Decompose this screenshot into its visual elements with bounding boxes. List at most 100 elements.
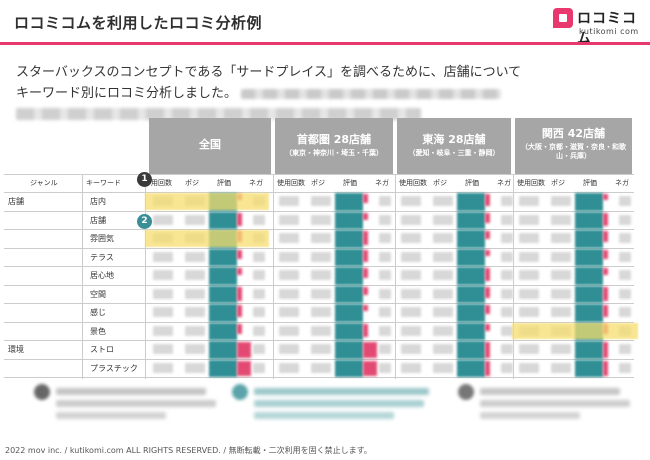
footer-copyright: 2022 mov inc. / kutikomi.com ALL RIGHTS …	[5, 446, 372, 455]
column-divider	[82, 174, 83, 379]
redacted-cell	[433, 270, 453, 280]
redacted-cell	[501, 251, 513, 262]
redacted-cell	[619, 362, 631, 373]
redacted-cell	[185, 270, 205, 280]
redacted-cell	[279, 270, 299, 280]
rating-bar	[575, 341, 603, 359]
negative-bar	[363, 194, 368, 203]
redacted-cell	[551, 214, 571, 225]
negative-bar	[603, 249, 608, 259]
rating-bar	[209, 267, 237, 285]
note-2-marker	[232, 384, 248, 400]
keyword-label: 雰囲気	[90, 234, 114, 243]
region-sub: （大阪・京都・滋賀・奈良・和歌山・兵庫）	[521, 143, 626, 160]
logo-subtext: kutikomi com	[579, 27, 639, 36]
redacted-cell	[253, 325, 265, 336]
redacted-cell	[401, 325, 421, 336]
highlight-band	[512, 322, 638, 339]
callout-badge-1: 1	[137, 172, 152, 187]
redacted-cell	[519, 307, 539, 317]
metric-header: 使用回数	[517, 179, 545, 187]
column-header-genre: ジャンル	[30, 179, 58, 187]
rating-bar	[335, 285, 363, 303]
redacted-cell	[401, 307, 421, 317]
rating-bar	[575, 193, 603, 211]
redacted-cell	[185, 344, 205, 354]
redacted-cell	[253, 344, 265, 354]
rating-bar	[457, 341, 485, 359]
redacted-cell	[379, 214, 391, 225]
redacted-cell	[519, 362, 539, 373]
redacted-cell	[401, 288, 421, 299]
redacted-cell	[433, 307, 453, 317]
redacted-cell	[153, 251, 173, 262]
rating-bar	[575, 248, 603, 266]
redacted-cell	[253, 362, 265, 373]
keyword-label: テラス	[90, 252, 114, 262]
redacted-cell	[401, 344, 421, 354]
region-header-national: 全国	[149, 118, 271, 174]
redacted-cell	[433, 288, 453, 299]
metric-header: 使用回数	[399, 179, 427, 187]
region-name: 全国	[199, 138, 221, 151]
redacted-cell	[519, 344, 539, 354]
negative-bar	[603, 305, 608, 317]
redacted-cell	[551, 233, 571, 243]
keyword-label: 店内	[90, 197, 106, 206]
negative-bar	[237, 342, 251, 358]
table-top-border	[4, 174, 634, 175]
redacted-cell	[619, 196, 631, 206]
negative-bar	[603, 231, 608, 242]
redacted-cell	[551, 196, 571, 206]
redacted-cell	[253, 288, 265, 299]
genre-label: 店舗	[8, 197, 24, 206]
metric-header: ポジ	[433, 179, 447, 187]
redacted-cell	[619, 233, 631, 243]
intro-line-2: キーワード別にロコミ分析しました。	[16, 83, 636, 104]
redacted-cell	[311, 362, 331, 373]
rating-bar	[209, 322, 237, 340]
redacted-cell	[433, 196, 453, 206]
redacted-cell	[311, 233, 331, 243]
redacted-cell	[279, 196, 299, 206]
rating-bar	[575, 211, 603, 229]
redacted-cell	[279, 344, 299, 354]
redacted-cell	[311, 251, 331, 262]
redacted-cell	[379, 270, 391, 280]
redacted-cell	[311, 214, 331, 225]
negative-bar	[237, 249, 242, 259]
negative-bar	[485, 360, 490, 376]
note-2	[232, 384, 432, 428]
header-rule	[0, 42, 650, 45]
negative-bar	[603, 268, 608, 275]
metric-header: 使用回数	[277, 179, 305, 187]
callout-badge-2: 2	[137, 214, 152, 229]
region-name: 東海 28店舗	[422, 133, 486, 146]
redacted-cell	[551, 288, 571, 299]
redacted-cell	[401, 362, 421, 373]
redacted-cell	[519, 288, 539, 299]
redacted-cell	[279, 288, 299, 299]
redacted-cell	[619, 251, 631, 262]
rating-bar	[457, 359, 485, 377]
negative-bar	[485, 194, 490, 206]
table-row-divider	[4, 192, 634, 193]
rating-bar	[457, 322, 485, 340]
redacted-cell	[501, 233, 513, 243]
redacted-cell	[379, 251, 391, 262]
redacted-text-line	[16, 108, 421, 120]
redacted-cell	[311, 325, 331, 336]
table-row-divider	[4, 210, 634, 212]
rating-bar	[457, 211, 485, 229]
redacted-cell	[619, 344, 631, 354]
metric-header: ネガ	[497, 179, 511, 187]
negative-bar	[363, 212, 368, 220]
redacted-cell	[379, 196, 391, 206]
redacted-cell	[433, 214, 453, 225]
metric-header: ネガ	[615, 179, 629, 187]
redacted-cell	[279, 233, 299, 243]
redacted-cell	[501, 270, 513, 280]
keyword-label: 空間	[90, 289, 106, 299]
table-row-divider	[4, 321, 634, 323]
rating-bar	[209, 304, 237, 322]
